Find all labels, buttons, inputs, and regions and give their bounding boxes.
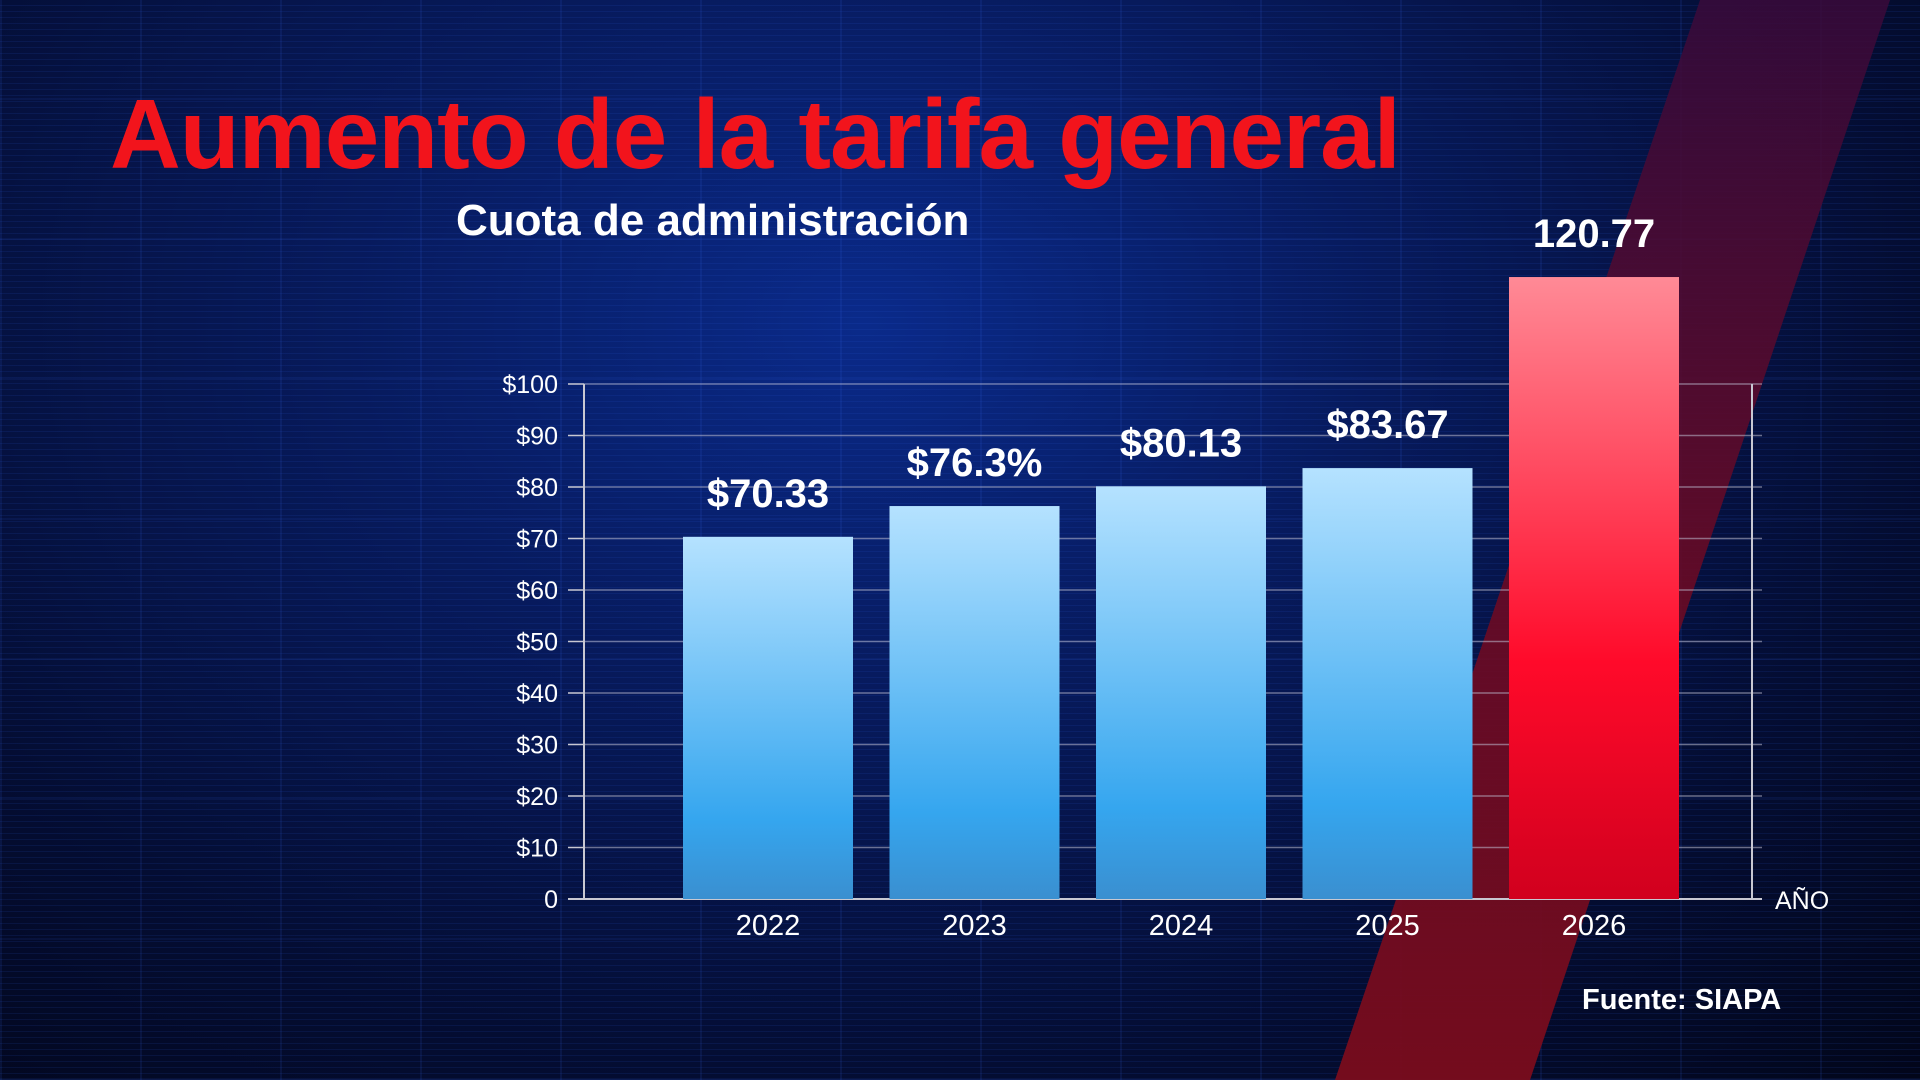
data-label: $70.33 — [707, 472, 829, 516]
y-tick-label: $60 — [516, 577, 558, 605]
x-axis-title: AÑO — [1775, 886, 1829, 915]
data-label: $83.67 — [1326, 403, 1448, 447]
y-tick-label: $50 — [516, 629, 558, 657]
x-tick-label: 2024 — [1149, 910, 1214, 942]
x-tick-label: 2023 — [942, 910, 1007, 942]
y-tick-label: $20 — [516, 783, 558, 811]
source-note: Fuente: SIAPA — [1582, 984, 1782, 1016]
y-tick-label: $100 — [502, 371, 558, 399]
y-tick-label: $80 — [516, 474, 558, 502]
data-label: 120.77 — [1533, 212, 1655, 256]
bars — [683, 277, 1679, 899]
y-tick-label: $90 — [516, 423, 558, 451]
y-tick-label: $40 — [516, 680, 558, 708]
y-tick-label: $70 — [516, 526, 558, 554]
y-tick-label: 0 — [544, 886, 558, 914]
labels: 0 $10 $20 $30 $40 $50 $60 $70 $80 $90 $100 $70.33 20… — [502, 212, 1829, 942]
data-label: $76.3% — [907, 441, 1043, 485]
x-tick-label: 2022 — [736, 910, 801, 942]
x-tick-label: 2026 — [1562, 910, 1627, 942]
bar — [1302, 468, 1473, 899]
bar-highlight — [1509, 277, 1679, 899]
data-label: $80.13 — [1120, 421, 1242, 465]
page-title: Aumento de la tarifa general — [110, 79, 1401, 189]
y-tick-label: $10 — [516, 835, 558, 863]
y-tick-label: $30 — [516, 732, 558, 760]
chart-subtitle: Cuota de administración — [456, 196, 970, 245]
x-tick-label: 2025 — [1355, 910, 1420, 942]
bar — [683, 536, 853, 899]
bar — [889, 506, 1060, 899]
bar — [1096, 486, 1266, 899]
